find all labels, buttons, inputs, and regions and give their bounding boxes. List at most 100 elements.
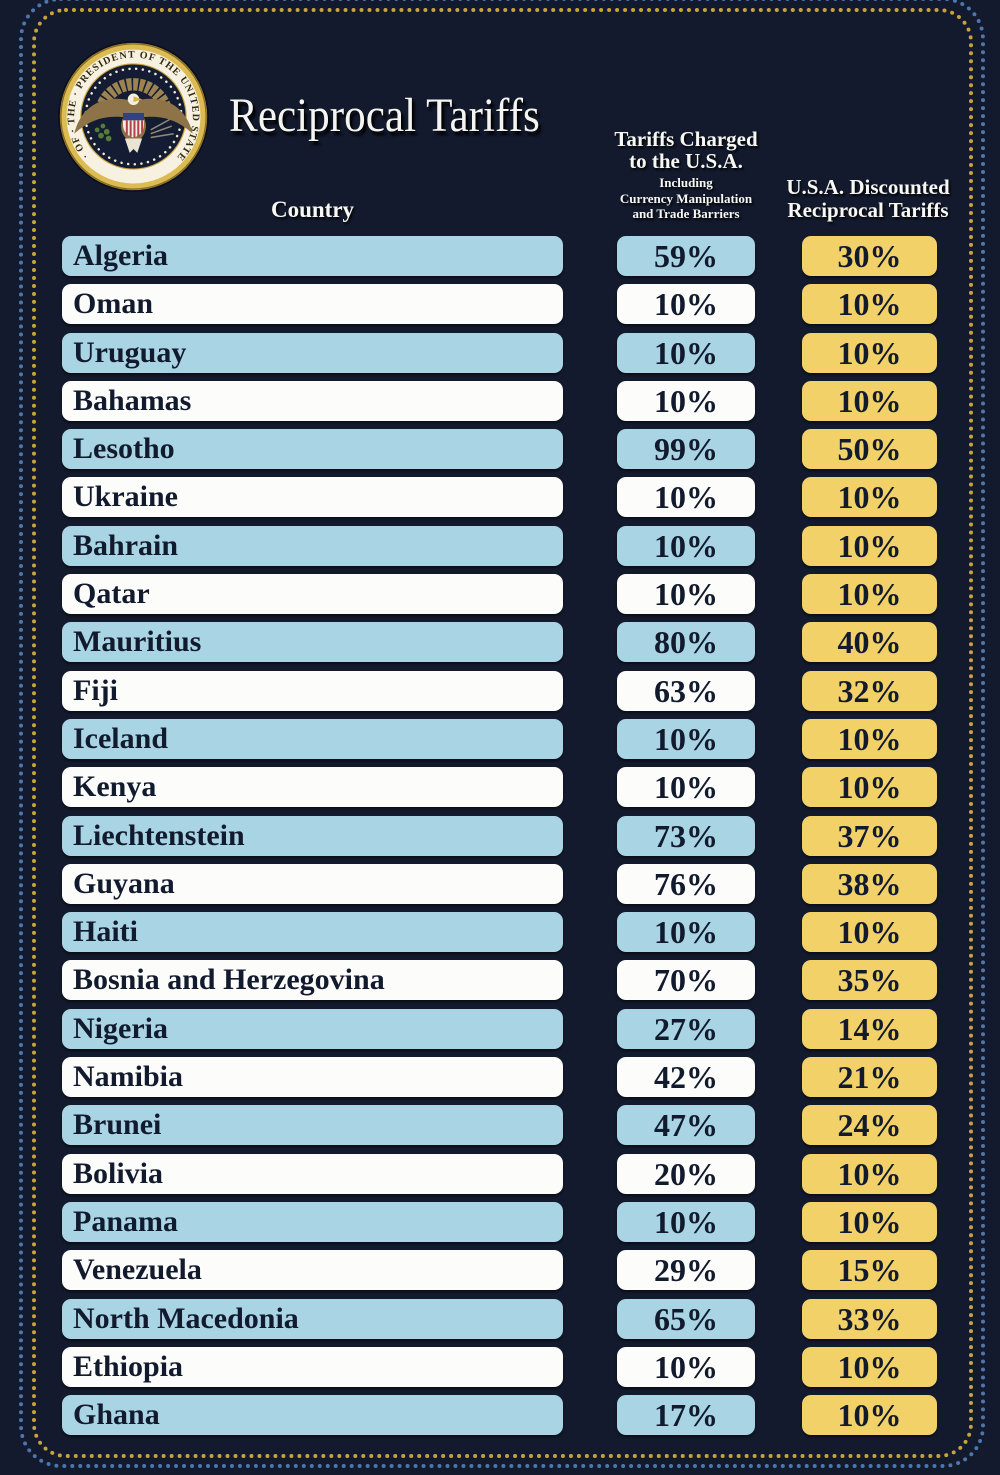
country-cell: Oman	[62, 284, 563, 325]
discounted-cell: 10%	[802, 380, 937, 421]
discounted-cell: 10%	[802, 477, 937, 518]
table-row: Lesotho 99% 50%	[0, 429, 1000, 470]
country-cell: Panama	[62, 1201, 563, 1242]
table-row: Bahrain 10% 10%	[0, 525, 1000, 566]
olive-branch-icon	[94, 123, 112, 142]
charged-cell: 27%	[617, 1008, 755, 1049]
discounted-cell: 10%	[802, 718, 937, 759]
discounted-cell: 37%	[802, 815, 937, 856]
charged-cell: 29%	[617, 1250, 755, 1291]
table-row: Namibia 42% 21%	[0, 1057, 1000, 1098]
charged-cell: 20%	[617, 1153, 755, 1194]
country-cell: Haiti	[62, 912, 563, 953]
discounted-cell: 21%	[802, 1057, 937, 1098]
country-cell: Namibia	[62, 1057, 563, 1098]
table-row: Ukraine 10% 10%	[0, 477, 1000, 518]
discounted-cell: 38%	[802, 863, 937, 904]
table-row: Nigeria 27% 14%	[0, 1008, 1000, 1049]
country-cell: Ukraine	[62, 477, 563, 518]
charged-cell: 10%	[617, 718, 755, 759]
charged-cell: 10%	[617, 380, 755, 421]
country-cell: Algeria	[62, 236, 563, 276]
discounted-cell: 10%	[802, 284, 937, 325]
country-cell: Nigeria	[62, 1008, 563, 1049]
table-row: North Macedonia 65% 33%	[0, 1298, 1000, 1339]
country-cell: Kenya	[62, 767, 563, 808]
table-row: Algeria 59% 30%	[0, 236, 1000, 276]
charged-cell: 10%	[617, 1346, 755, 1387]
charged-cell: 73%	[617, 815, 755, 856]
table-row: Kenya 10% 10%	[0, 767, 1000, 808]
discounted-cell: 10%	[802, 1346, 937, 1387]
country-cell: Uruguay	[62, 332, 563, 373]
table-row: Bosnia and Herzegovina 70% 35%	[0, 960, 1000, 1001]
table-row: Mauritius 80% 40%	[0, 622, 1000, 663]
eagle-icon	[74, 93, 193, 153]
discounted-cell: 10%	[802, 1153, 937, 1194]
table-row: Ethiopia 10% 10%	[0, 1346, 1000, 1387]
discounted-cell: 30%	[802, 236, 937, 276]
discounted-cell: 32%	[802, 670, 937, 711]
country-cell: Guyana	[62, 863, 563, 904]
charged-cell: 10%	[617, 1201, 755, 1242]
discounted-cell: 10%	[802, 1395, 937, 1436]
country-cell: Bahrain	[62, 525, 563, 566]
column-header-discounted-line2: Reciprocal Tariffs	[787, 197, 949, 222]
charged-cell: 65%	[617, 1298, 755, 1339]
country-cell: Brunei	[62, 1105, 563, 1146]
discounted-cell: 10%	[802, 525, 937, 566]
table-row: Bolivia 20% 10%	[0, 1153, 1000, 1194]
country-cell: Qatar	[62, 574, 563, 615]
discounted-cell: 10%	[802, 1201, 937, 1242]
discounted-cell: 35%	[802, 960, 937, 1001]
country-cell: Bolivia	[62, 1153, 563, 1194]
column-header-charged-sub3: and Trade Barriers	[632, 206, 740, 222]
country-cell: North Macedonia	[62, 1298, 563, 1339]
seal-glory-arc	[94, 78, 173, 112]
charged-cell: 10%	[617, 574, 755, 615]
country-cell: Mauritius	[62, 622, 563, 663]
table-row: Haiti 10% 10%	[0, 912, 1000, 953]
table-row: Iceland 10% 10%	[0, 718, 1000, 759]
table-row: Oman 10% 10%	[0, 284, 1000, 325]
charged-cell: 80%	[617, 622, 755, 663]
country-cell: Fiji	[62, 670, 563, 711]
column-header-discounted: U.S.A. Discounted Reciprocal Tariffs	[748, 176, 988, 221]
column-header-country: Country	[270, 197, 355, 222]
discounted-cell: 10%	[802, 767, 937, 808]
discounted-cell: 10%	[802, 912, 937, 953]
charged-cell: 17%	[617, 1395, 755, 1436]
country-cell: Ethiopia	[62, 1346, 563, 1387]
table-row: Uruguay 10% 10%	[0, 332, 1000, 373]
arrows-icon	[150, 118, 174, 139]
table-row: Bahamas 10% 10%	[0, 380, 1000, 421]
country-cell: Bosnia and Herzegovina	[62, 960, 563, 1001]
country-cell: Lesotho	[62, 429, 563, 470]
table-row: Liechtenstein 73% 37%	[0, 815, 1000, 856]
table-row: Brunei 47% 24%	[0, 1105, 1000, 1146]
country-cell: Bahamas	[62, 380, 563, 421]
table-row: Guyana 76% 38%	[0, 863, 1000, 904]
discounted-cell: 33%	[802, 1298, 937, 1339]
charged-cell: 10%	[617, 284, 755, 325]
presidential-seal-icon: SEAL · OF · THE · PRESIDENT OF THE UNITE…	[57, 40, 210, 193]
table-row: Qatar 10% 10%	[0, 574, 1000, 615]
discounted-cell: 40%	[802, 622, 937, 663]
column-header-charged-sub2: Currency Manipulation	[619, 190, 753, 206]
charged-cell: 63%	[617, 670, 755, 711]
charged-cell: 10%	[617, 477, 755, 518]
table-row: Venezuela 29% 15%	[0, 1250, 1000, 1291]
country-cell: Liechtenstein	[62, 815, 563, 856]
charged-cell: 99%	[617, 429, 755, 470]
charged-cell: 76%	[617, 863, 755, 904]
table-row: Fiji 63% 32%	[0, 670, 1000, 711]
column-header-charged: Tariffs Charged to the U.S.A. Including …	[566, 128, 806, 222]
discounted-cell: 14%	[802, 1008, 937, 1049]
charged-cell: 10%	[617, 767, 755, 808]
charged-cell: 42%	[617, 1057, 755, 1098]
discounted-cell: 15%	[802, 1250, 937, 1291]
table-row: Panama 10% 10%	[0, 1201, 1000, 1242]
country-cell: Venezuela	[62, 1250, 563, 1291]
discounted-cell: 50%	[802, 429, 937, 470]
page-title: Reciprocal Tariffs	[229, 89, 540, 142]
